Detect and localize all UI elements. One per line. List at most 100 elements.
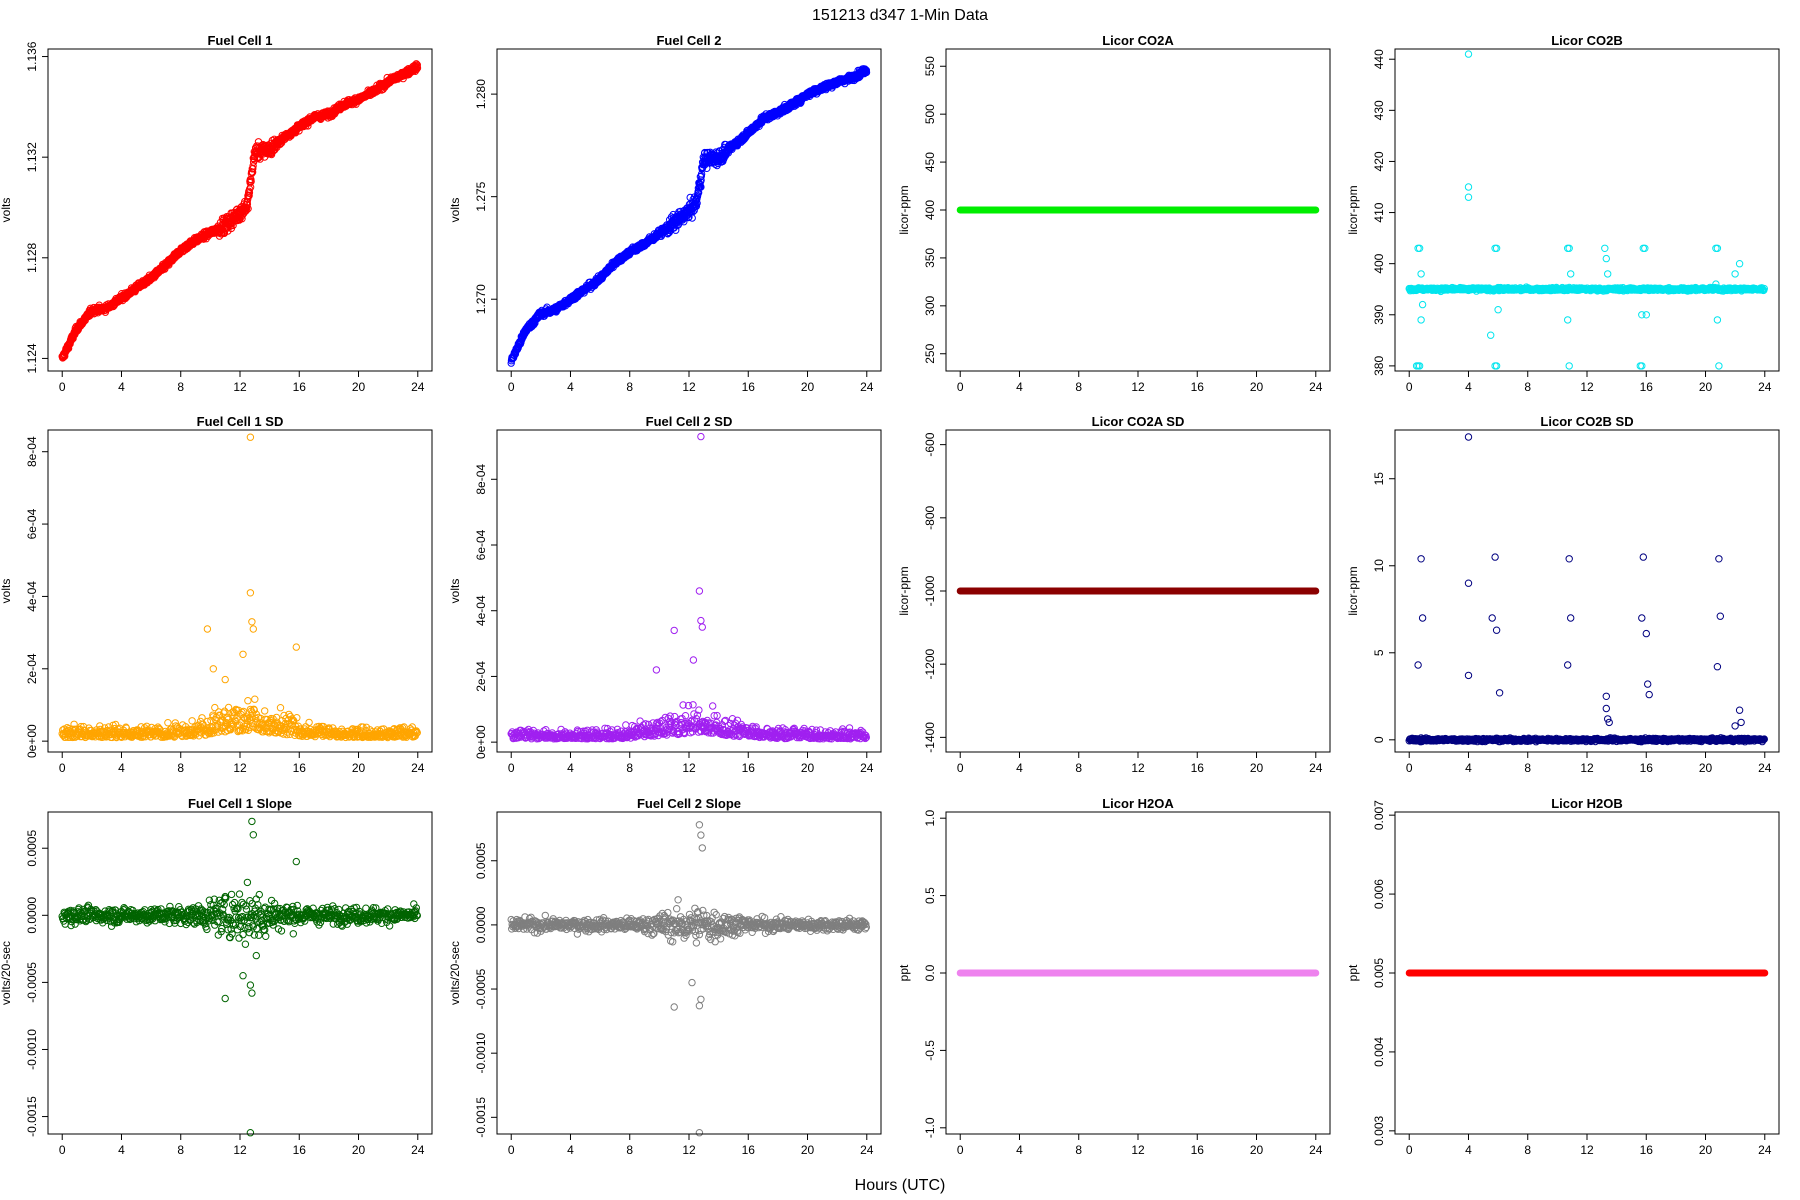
data-point <box>261 707 269 715</box>
x-tick-label: 16 <box>293 761 307 775</box>
data-point <box>622 721 630 729</box>
data-point <box>243 200 252 208</box>
spike-point <box>1636 362 1645 370</box>
x-tick-label: 16 <box>742 380 756 394</box>
y-axis-label: licor-ppm <box>1346 185 1360 234</box>
data-point <box>413 61 421 69</box>
spike-point <box>1715 362 1723 370</box>
y-tick-label: 300 <box>923 296 937 316</box>
panel-title: Fuel Cell 1 SD <box>197 414 284 429</box>
spike-point <box>1492 362 1501 370</box>
data-point <box>709 702 717 710</box>
y-tick-label: 400 <box>1372 253 1386 273</box>
x-tick-label: 4 <box>118 761 125 775</box>
y-tick-label: 250 <box>923 343 937 363</box>
spike-point <box>1565 244 1573 253</box>
panel-title: Fuel Cell 1 <box>207 33 272 48</box>
data-point <box>245 189 254 197</box>
spike-point <box>246 433 255 441</box>
data-point <box>164 719 172 727</box>
spike-point <box>1494 306 1502 314</box>
x-tick-label: 0 <box>957 380 964 394</box>
x-tick-label: 20 <box>1250 380 1264 394</box>
figure-title: 151213 d347 1-Min Data <box>812 7 988 24</box>
y-tick-label: 8e-04 <box>25 436 39 467</box>
panel-title: Fuel Cell 2 <box>656 33 721 48</box>
spike-point <box>292 643 300 651</box>
y-tick-label: 400 <box>923 200 937 220</box>
spike-point <box>1492 244 1501 253</box>
data-point <box>697 183 705 191</box>
y-axis-label: volts <box>448 198 462 223</box>
spike-point <box>248 618 256 626</box>
data-point <box>229 221 237 230</box>
data-point <box>413 64 422 72</box>
data-point <box>412 60 420 68</box>
spike-point <box>1464 193 1473 201</box>
plot-marks <box>507 432 870 743</box>
spike-point <box>1713 244 1722 253</box>
y-tick-label: 430 <box>1372 100 1386 120</box>
x-tick-label: 16 <box>1640 380 1654 394</box>
spike-point <box>1641 244 1649 253</box>
plot-marks <box>1405 50 1769 370</box>
y-tick-label: 0e+00 <box>25 724 39 758</box>
x-tick-label: 16 <box>1191 380 1205 394</box>
spike-point <box>1491 362 1499 370</box>
spike-point <box>1564 316 1572 324</box>
spike-point <box>1713 316 1722 324</box>
x-tick-label: 8 <box>1524 380 1531 394</box>
data-point <box>221 707 229 715</box>
x-tick-label: 8 <box>177 761 184 775</box>
spike-point <box>1414 362 1422 370</box>
y-axis-label: licor-ppm <box>897 185 911 234</box>
y-tick-label: 410 <box>1372 202 1386 222</box>
x-tick-label: 8 <box>1075 380 1082 394</box>
data-point <box>412 65 421 74</box>
x-tick-label: 24 <box>411 761 425 775</box>
y-axis-label: volts <box>0 198 13 223</box>
y-tick-label: 1.132 <box>25 142 39 172</box>
spike-point <box>1487 331 1495 339</box>
spike-point <box>1464 183 1473 191</box>
y-tick-label: 380 <box>1372 356 1386 376</box>
plot-frame <box>47 429 433 753</box>
data-point <box>862 68 871 77</box>
x-tick-label: 24 <box>1309 380 1323 394</box>
y-tick-label: 450 <box>923 152 937 172</box>
x-tick-label: 4 <box>1016 380 1023 394</box>
spike-point <box>1417 270 1425 278</box>
spike-point <box>1639 244 1648 253</box>
x-tick-label: 12 <box>682 380 696 394</box>
plot-frame <box>1394 48 1780 372</box>
spike-point <box>209 665 218 673</box>
x-tick-label: 20 <box>1699 380 1713 394</box>
x-tick-label: 24 <box>860 380 874 394</box>
x-tick-label: 4 <box>118 380 125 394</box>
spike-point <box>1414 244 1422 253</box>
y-tick-label: 1.280 <box>474 79 488 109</box>
x-tick-label: 12 <box>233 761 247 775</box>
data-point <box>251 695 259 703</box>
x-tick-label: 4 <box>1465 380 1472 394</box>
x-tick-label: 0 <box>59 761 66 775</box>
spike-point <box>1417 316 1425 324</box>
spike-point <box>1638 362 1646 370</box>
y-tick-label: 390 <box>1372 304 1386 324</box>
spike-point <box>1491 244 1499 253</box>
y-tick-label: 1.270 <box>474 284 488 314</box>
plot-marks <box>58 433 421 742</box>
y-tick-label: 500 <box>923 104 937 124</box>
y-tick-label: 1.275 <box>474 181 488 211</box>
plot-frame <box>47 48 433 372</box>
x-tick-label: 12 <box>1131 380 1145 394</box>
spike-point <box>1735 260 1744 268</box>
data-point <box>244 204 252 213</box>
plot-frame <box>945 48 1331 372</box>
x-tick-label: 0 <box>59 380 66 394</box>
spike-point <box>1712 244 1720 253</box>
spike-point <box>1464 50 1473 58</box>
x-tick-label: 20 <box>352 380 366 394</box>
